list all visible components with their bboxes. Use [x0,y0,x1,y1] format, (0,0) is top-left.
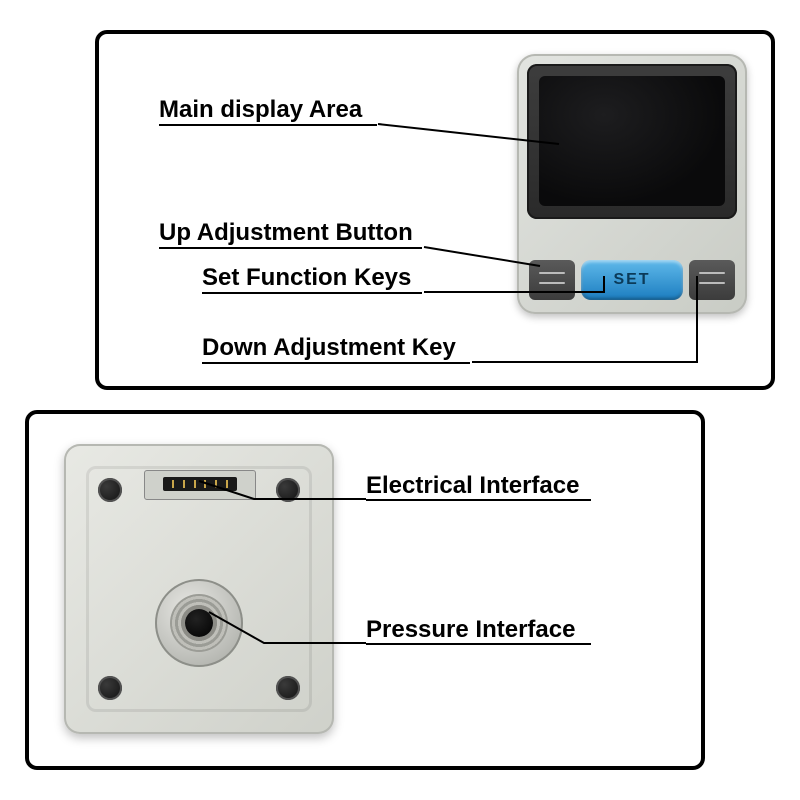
device-bezel [527,64,737,219]
label-set-keys: Set Function Keys [202,264,411,292]
label-down-key: Down Adjustment Key [202,334,456,362]
button-row: SET [529,260,735,300]
screw-bottom-left [98,676,122,700]
port-hole [185,609,213,637]
underline-set-keys [202,292,422,294]
connector-pin [183,480,185,488]
screw-bottom-right [276,676,300,700]
label-electrical-interface: Electrical Interface [366,472,579,500]
label-main-display: Main display Area [159,96,362,124]
connector-slot [163,477,237,491]
connector-pin [194,480,196,488]
underline-pressure [366,643,591,645]
underline-down-key [202,362,470,364]
bottom-panel: Electrical Interface Pressure Interface [25,410,705,770]
device-front-view: SET [517,54,747,314]
electrical-interface-connector [144,470,256,500]
connector-pin [204,480,206,488]
main-display-screen [539,76,725,206]
underline-up-button [159,247,422,249]
screw-top-left [98,478,122,502]
label-up-button: Up Adjustment Button [159,219,413,247]
device-back-view [64,444,334,734]
connector-pin [226,480,228,488]
up-adjustment-button[interactable] [529,260,575,300]
set-function-button[interactable]: SET [581,260,683,300]
connector-pin [215,480,217,488]
down-adjustment-button[interactable] [689,260,735,300]
top-panel: Main display Area Up Adjustment Button S… [95,30,775,390]
pressure-interface-port [155,579,243,667]
screw-top-right [276,478,300,502]
underline-main-display [159,124,377,126]
underline-electrical [366,499,591,501]
label-pressure-interface: Pressure Interface [366,616,575,644]
connector-pin [172,480,174,488]
